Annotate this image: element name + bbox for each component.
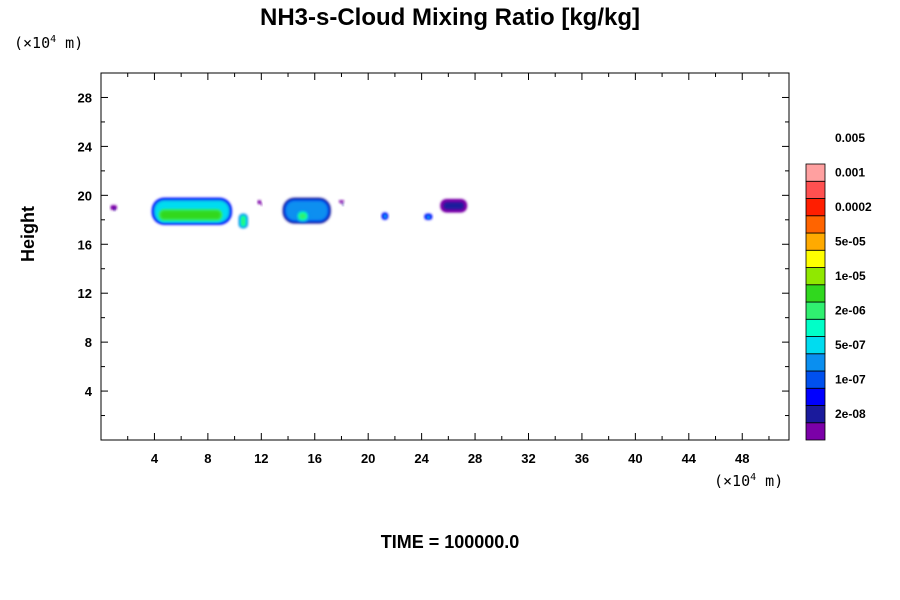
colorbar-swatch bbox=[805, 370, 826, 389]
x-tick-label: 12 bbox=[254, 451, 268, 466]
plot-area bbox=[100, 72, 790, 441]
x-tick-label: 40 bbox=[628, 451, 642, 466]
x-tick-label: 48 bbox=[735, 451, 749, 466]
colorbar-swatch bbox=[805, 284, 826, 303]
cloud-region-4-level-3 bbox=[241, 216, 245, 226]
x-tick-label: 24 bbox=[414, 451, 429, 466]
colorbar-swatch bbox=[805, 163, 826, 182]
colorbar-swatch bbox=[805, 336, 826, 355]
x-tick-label: 28 bbox=[468, 451, 482, 466]
colorbar-label: 0.005 bbox=[835, 131, 865, 145]
colorbar-swatch bbox=[805, 353, 826, 372]
colorbar-label: 2e-06 bbox=[835, 304, 866, 318]
cloud-field bbox=[110, 197, 468, 229]
cloud-region-8-level-1 bbox=[338, 200, 345, 203]
colorbar-label: 0.001 bbox=[835, 166, 865, 180]
x-tick-label: 4 bbox=[151, 451, 159, 466]
colorbar-swatch bbox=[805, 301, 826, 320]
cloud-region-10-level-2 bbox=[425, 215, 431, 219]
cloud-region-7-level-3 bbox=[299, 213, 307, 220]
colorbar-label: 5e-07 bbox=[835, 338, 866, 352]
colorbar-swatch bbox=[805, 180, 826, 199]
chart-title: NH3-s-Cloud Mixing Ratio [kg/kg] bbox=[260, 4, 640, 31]
colorbar-swatch bbox=[805, 318, 826, 337]
y-tick-label: 12 bbox=[78, 286, 92, 301]
cloud-region-9-level-3 bbox=[384, 215, 387, 218]
x-unit-label: (×104 m) bbox=[714, 472, 784, 490]
cloud-region-5-level-3 bbox=[260, 203, 263, 206]
y-tick-label: 20 bbox=[78, 188, 92, 203]
cloud-region-8-level-2 bbox=[340, 201, 343, 204]
colorbar: 2e-08 1e-07 5e-07 2e-06 1e-05 5e-05 0.0002 0.00… bbox=[805, 131, 872, 441]
time-footer: TIME = 100000.0 bbox=[380, 532, 520, 552]
cloud-region-11-level-3 bbox=[443, 202, 464, 210]
colorbar-swatch bbox=[805, 387, 826, 406]
cloud-region-10-level-3 bbox=[427, 216, 430, 219]
colorbar-label: 1e-05 bbox=[835, 269, 866, 283]
y-tick-label: 4 bbox=[85, 384, 93, 399]
colorbar-swatch bbox=[805, 405, 826, 424]
colorbar-swatch bbox=[805, 249, 826, 268]
cloud-region-3-level-3 bbox=[160, 210, 221, 220]
cloud-region-5-level-2 bbox=[258, 201, 261, 204]
colorbar-label: 5e-05 bbox=[835, 235, 866, 249]
y-unit-label: (×104 m) bbox=[14, 34, 84, 52]
x-tick-label: 8 bbox=[204, 451, 211, 466]
x-tick-label: 36 bbox=[575, 451, 589, 466]
cloud-region-8-level-3 bbox=[341, 203, 344, 206]
cloud-region-1-level-2 bbox=[111, 206, 116, 209]
colorbar-swatch bbox=[805, 215, 826, 234]
cloud-region-1-level-3 bbox=[113, 208, 116, 211]
x-tick-label: 20 bbox=[361, 451, 375, 466]
x-tick-label: 32 bbox=[521, 451, 535, 466]
y-tick-label: 16 bbox=[78, 237, 92, 252]
colorbar-label: 0.0002 bbox=[835, 200, 872, 214]
y-tick-label: 28 bbox=[78, 90, 92, 105]
colorbar-label: 2e-08 bbox=[835, 407, 866, 421]
colorbar-swatch bbox=[805, 267, 826, 286]
x-tick-label: 44 bbox=[682, 451, 697, 466]
colorbar-swatch bbox=[805, 232, 826, 251]
colorbar-swatch bbox=[805, 422, 826, 441]
x-tick-label: 16 bbox=[308, 451, 322, 466]
colorbar-swatch bbox=[805, 198, 826, 217]
y-tick-label: 8 bbox=[85, 335, 92, 350]
colorbar-label: 1e-07 bbox=[835, 373, 866, 387]
y-tick-label: 24 bbox=[78, 139, 93, 154]
